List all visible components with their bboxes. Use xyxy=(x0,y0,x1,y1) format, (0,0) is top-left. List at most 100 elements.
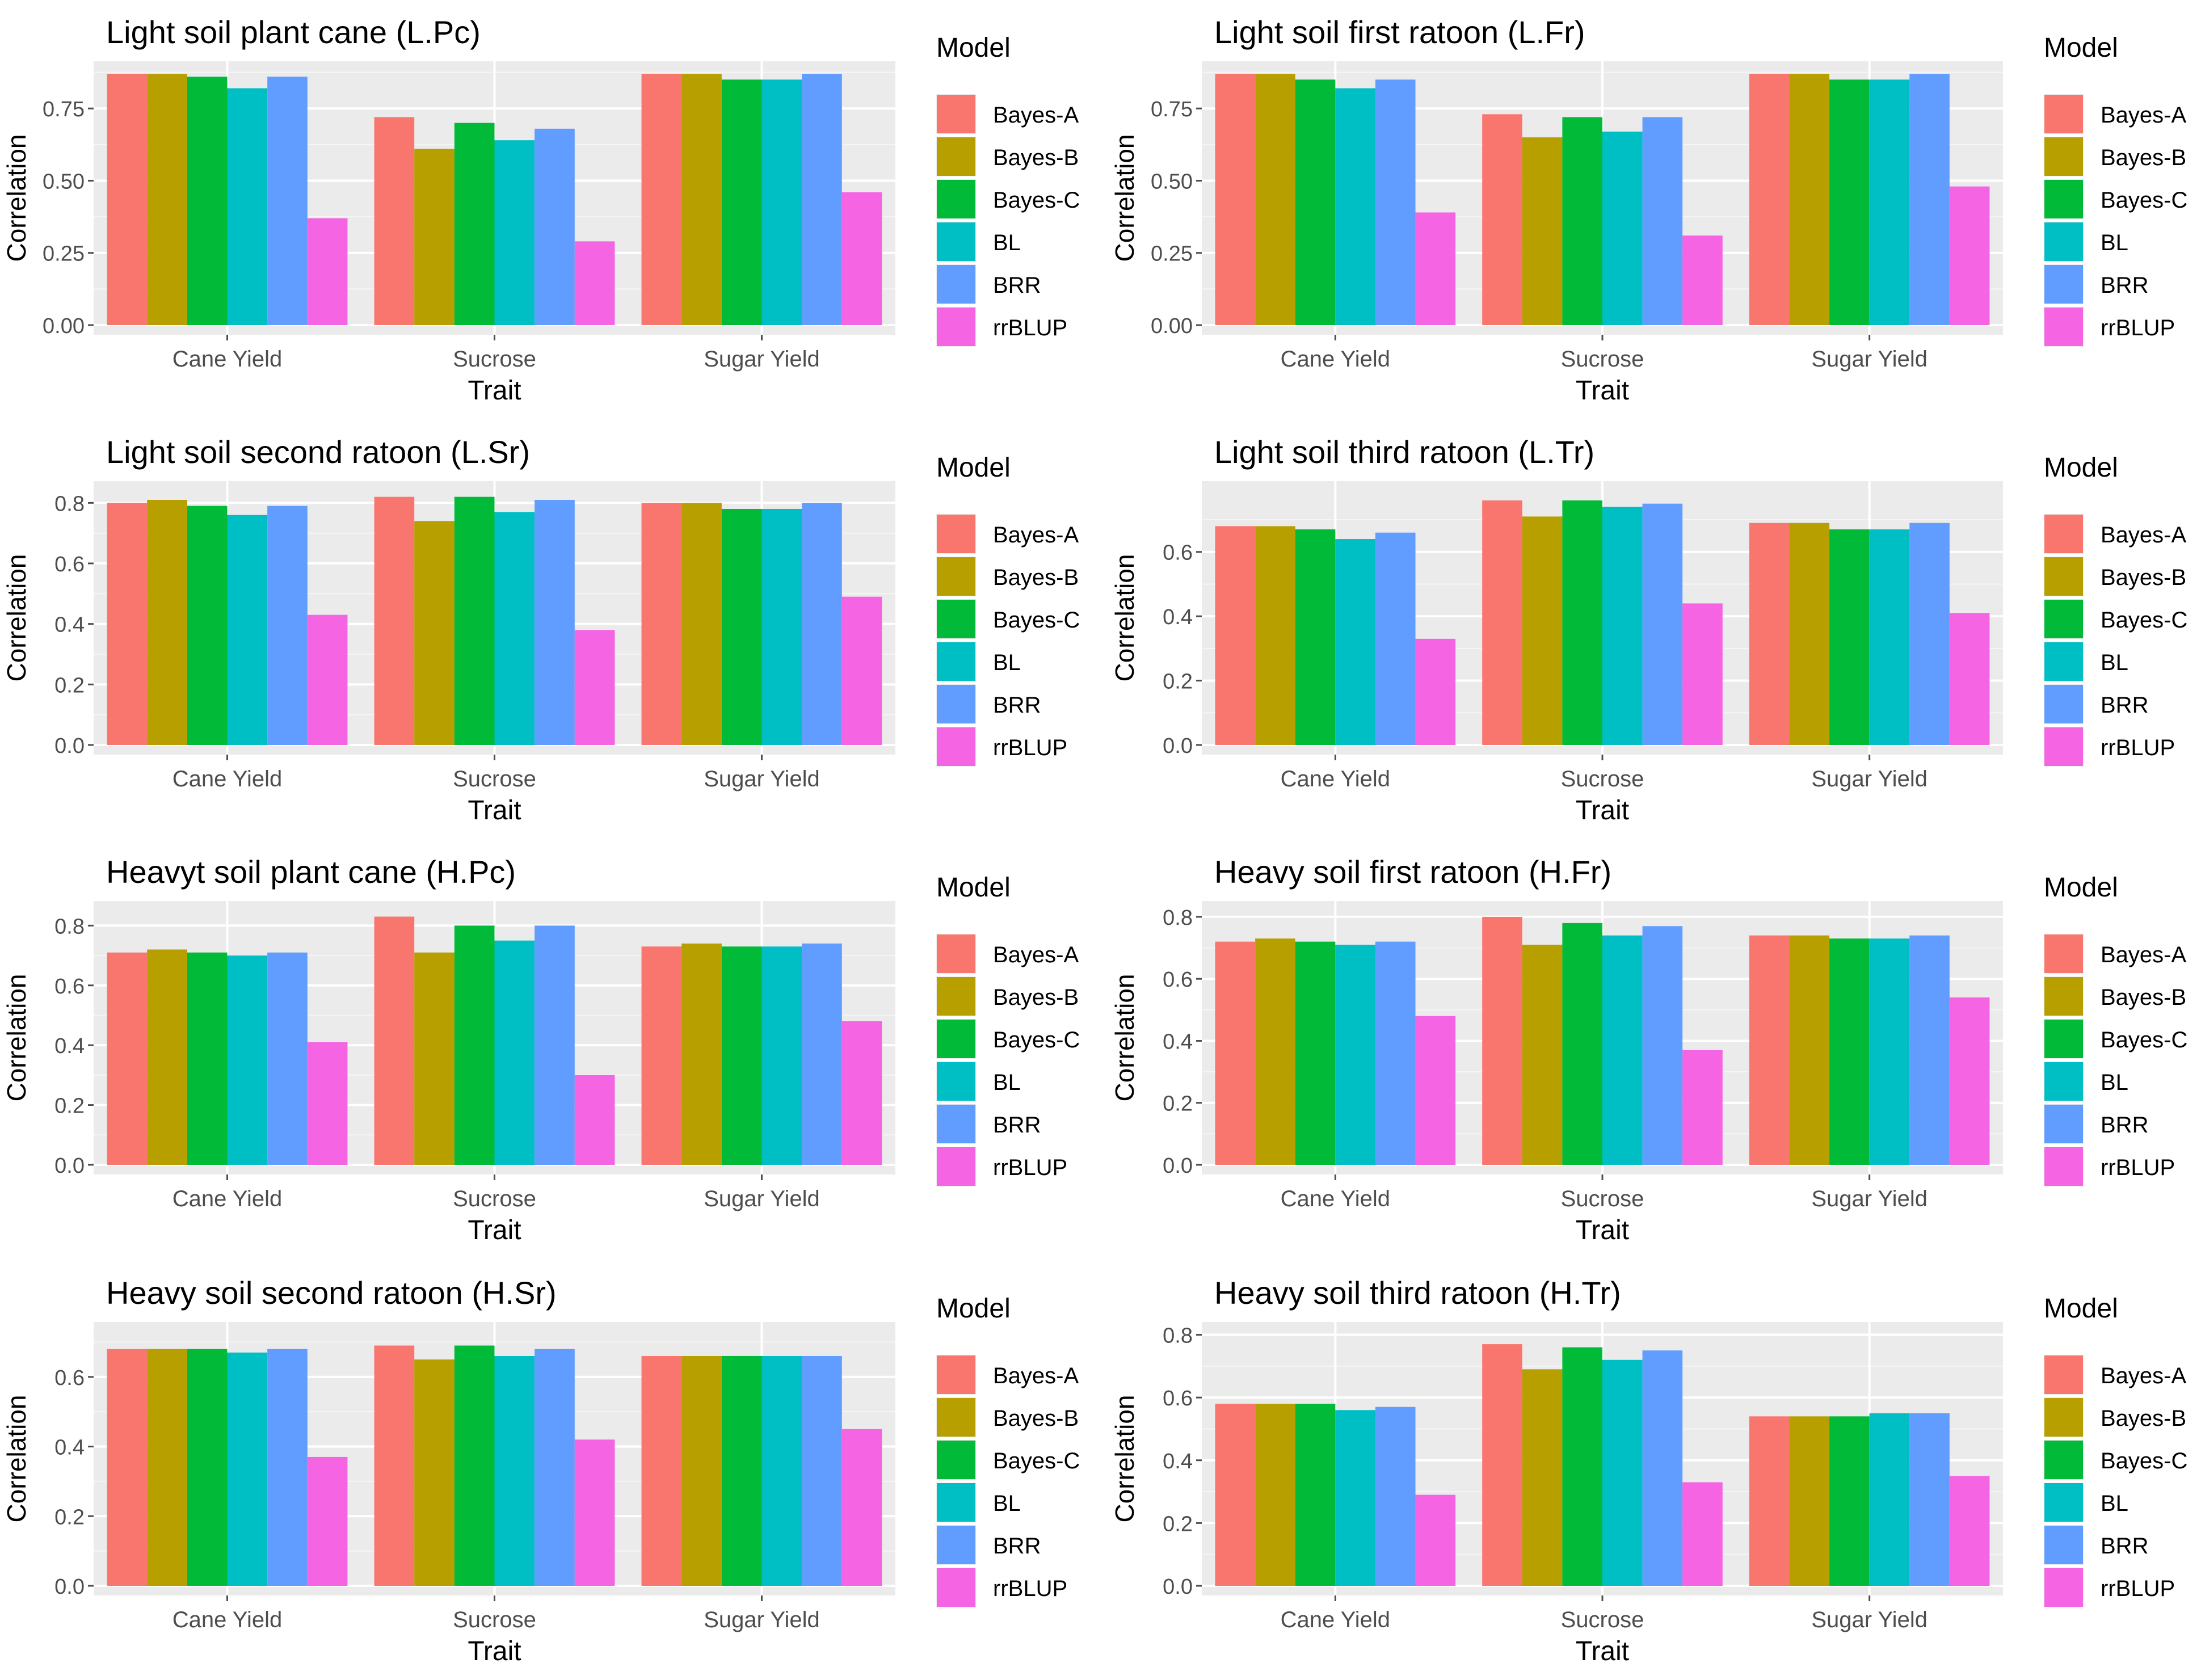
bar-rrblup-cane-yield xyxy=(307,218,348,325)
y-tick-label: 0.50 xyxy=(43,170,85,193)
bar-brr-sucrose xyxy=(535,925,575,1165)
legend-key-bayes-a xyxy=(2044,1355,2083,1394)
bar-brr-cane-yield xyxy=(267,952,308,1165)
bar-bayes-c-sucrose xyxy=(1562,117,1602,326)
legend-label-bl: BL xyxy=(993,230,1021,255)
bar-brr-sucrose xyxy=(535,128,575,325)
legend-label-bayes-b: Bayes-B xyxy=(2101,565,2186,590)
bar-bayes-a-sucrose xyxy=(374,117,415,326)
bar-bl-sugar-yield xyxy=(1869,79,1910,326)
legend-label-bayes-b: Bayes-B xyxy=(993,145,1079,170)
legend-label-brr: BRR xyxy=(993,693,1041,718)
legend-label-bl: BL xyxy=(2101,1491,2128,1516)
bar-rrblup-cane-yield xyxy=(1415,212,1456,325)
legend-label-bayes-a: Bayes-A xyxy=(993,523,1079,548)
legend-key-brr xyxy=(937,1526,975,1564)
bar-bayes-c-cane-yield xyxy=(187,1349,228,1586)
bar-bayes-b-cane-yield xyxy=(1255,938,1295,1165)
legend-key-bayes-c xyxy=(937,600,975,638)
bar-bayes-b-cane-yield xyxy=(147,949,187,1165)
bar-bayes-c-sugar-yield xyxy=(721,79,762,326)
legend-label-bayes-b: Bayes-B xyxy=(2101,985,2186,1010)
bar-bayes-b-sugar-yield xyxy=(681,943,722,1165)
legend-label-bayes-a: Bayes-A xyxy=(2101,942,2186,967)
legend-label-bl: BL xyxy=(2101,1070,2128,1095)
chart-title: Heavy soil second ratoon (H.Sr) xyxy=(106,1275,557,1311)
bar-bl-sucrose xyxy=(494,940,535,1165)
legend: Model Bayes-A Bayes-B Bayes-C BL BRR rrBLUP xyxy=(936,1294,1080,1607)
bar-bl-sucrose xyxy=(1602,131,1643,325)
bar-bayes-a-sugar-yield xyxy=(1749,1416,1790,1586)
bar-rrblup-cane-yield xyxy=(307,614,348,745)
bar-bayes-b-sugar-yield xyxy=(1789,523,1830,745)
x-tick-label: Sugar Yield xyxy=(704,347,820,372)
y-tick-label: 0.6 xyxy=(54,975,85,999)
x-axis-title: Trait xyxy=(468,376,521,406)
bar-bayes-b-sugar-yield xyxy=(1789,935,1830,1165)
legend-title: Model xyxy=(936,453,1011,483)
bar-bl-cane-yield xyxy=(1335,88,1375,325)
bar-bl-sugar-yield xyxy=(761,946,802,1165)
y-tick-label: 0.8 xyxy=(1163,1324,1193,1348)
bar-bayes-b-sucrose xyxy=(414,1359,454,1586)
bar-bayes-a-sugar-yield xyxy=(641,946,682,1165)
bar-bl-sugar-yield xyxy=(761,1355,802,1586)
x-tick-label: Sugar Yield xyxy=(1811,347,1928,372)
bar-bayes-a-cane-yield xyxy=(1215,1404,1256,1586)
legend-key-rrblup xyxy=(937,727,975,766)
chart-panel-4: Light soil third ratoon (L.Tr) 0.0 0.2 0.4 0… xyxy=(1110,434,2187,826)
x-axis-title: Trait xyxy=(1576,1636,1629,1666)
legend-title: Model xyxy=(2044,453,2118,483)
y-tick-label: 0.00 xyxy=(43,314,85,338)
legend-label-rrblup: rrBLUP xyxy=(2101,315,2175,340)
y-tick-label: 0.2 xyxy=(54,1094,85,1118)
legend-label-bayes-c: Bayes-C xyxy=(2101,1449,2187,1473)
legend-label-bl: BL xyxy=(993,650,1021,675)
chart-panel-5: Heavyt soil plant cane (H.Pc) 0.0 0.2 0.4 0.… xyxy=(2,854,1080,1245)
bar-bayes-b-cane-yield xyxy=(1255,74,1295,325)
legend-label-bayes-a: Bayes-A xyxy=(2101,1363,2186,1388)
x-axis-title: Trait xyxy=(468,795,521,826)
y-tick-label: 0.8 xyxy=(54,492,85,516)
bar-bayes-a-sugar-yield xyxy=(1749,74,1790,325)
bar-bayes-a-sugar-yield xyxy=(641,74,682,325)
bar-bl-sucrose xyxy=(494,1355,535,1586)
legend-label-bl: BL xyxy=(2101,230,2128,255)
x-tick-label: Sucrose xyxy=(453,347,536,372)
bar-bayes-b-cane-yield xyxy=(147,500,187,745)
bar-brr-sucrose xyxy=(535,1349,575,1586)
legend-label-rrblup: rrBLUP xyxy=(993,1155,1067,1180)
chart-panel-2: Light soil first ratoon (L.Fr) 0.00 0.25 0.… xyxy=(1110,14,2187,406)
bar-bl-sugar-yield xyxy=(1869,938,1910,1165)
bar-bayes-c-sucrose xyxy=(1562,1347,1602,1586)
legend-label-bayes-c: Bayes-C xyxy=(993,188,1080,213)
bar-bayes-a-sugar-yield xyxy=(641,503,682,745)
bar-rrblup-sugar-yield xyxy=(841,192,882,325)
x-tick-label: Sugar Yield xyxy=(1811,1607,1928,1632)
bar-bayes-b-sucrose xyxy=(414,149,454,325)
legend-label-bayes-b: Bayes-B xyxy=(2101,1406,2186,1431)
legend-label-bayes-c: Bayes-C xyxy=(993,1028,1080,1052)
legend-key-bl xyxy=(2044,222,2083,261)
x-tick-label: Sugar Yield xyxy=(1811,1186,1928,1211)
legend-key-rrblup xyxy=(937,1568,975,1607)
bar-bayes-c-cane-yield xyxy=(1295,79,1336,326)
bar-bayes-b-sugar-yield xyxy=(681,1355,722,1586)
legend-title: Model xyxy=(2044,33,2118,63)
bar-bl-sugar-yield xyxy=(761,79,802,326)
legend-key-bl xyxy=(2044,642,2083,681)
bar-rrblup-sugar-yield xyxy=(841,1021,882,1165)
bar-rrblup-sucrose xyxy=(574,630,615,745)
legend-label-bayes-c: Bayes-C xyxy=(2101,1028,2187,1052)
legend-label-bayes-b: Bayes-B xyxy=(2101,145,2186,170)
x-axis-title: Trait xyxy=(1576,376,1629,406)
bar-rrblup-cane-yield xyxy=(1415,1494,1456,1586)
bar-bl-sucrose xyxy=(1602,1359,1643,1586)
bar-bayes-c-cane-yield xyxy=(1295,1404,1336,1586)
bar-bl-cane-yield xyxy=(1335,1410,1375,1586)
bar-bayes-c-sugar-yield xyxy=(721,1355,762,1586)
chart-title: Light soil plant cane (L.Pc) xyxy=(106,14,481,50)
bar-brr-sugar-yield xyxy=(1909,935,1950,1165)
